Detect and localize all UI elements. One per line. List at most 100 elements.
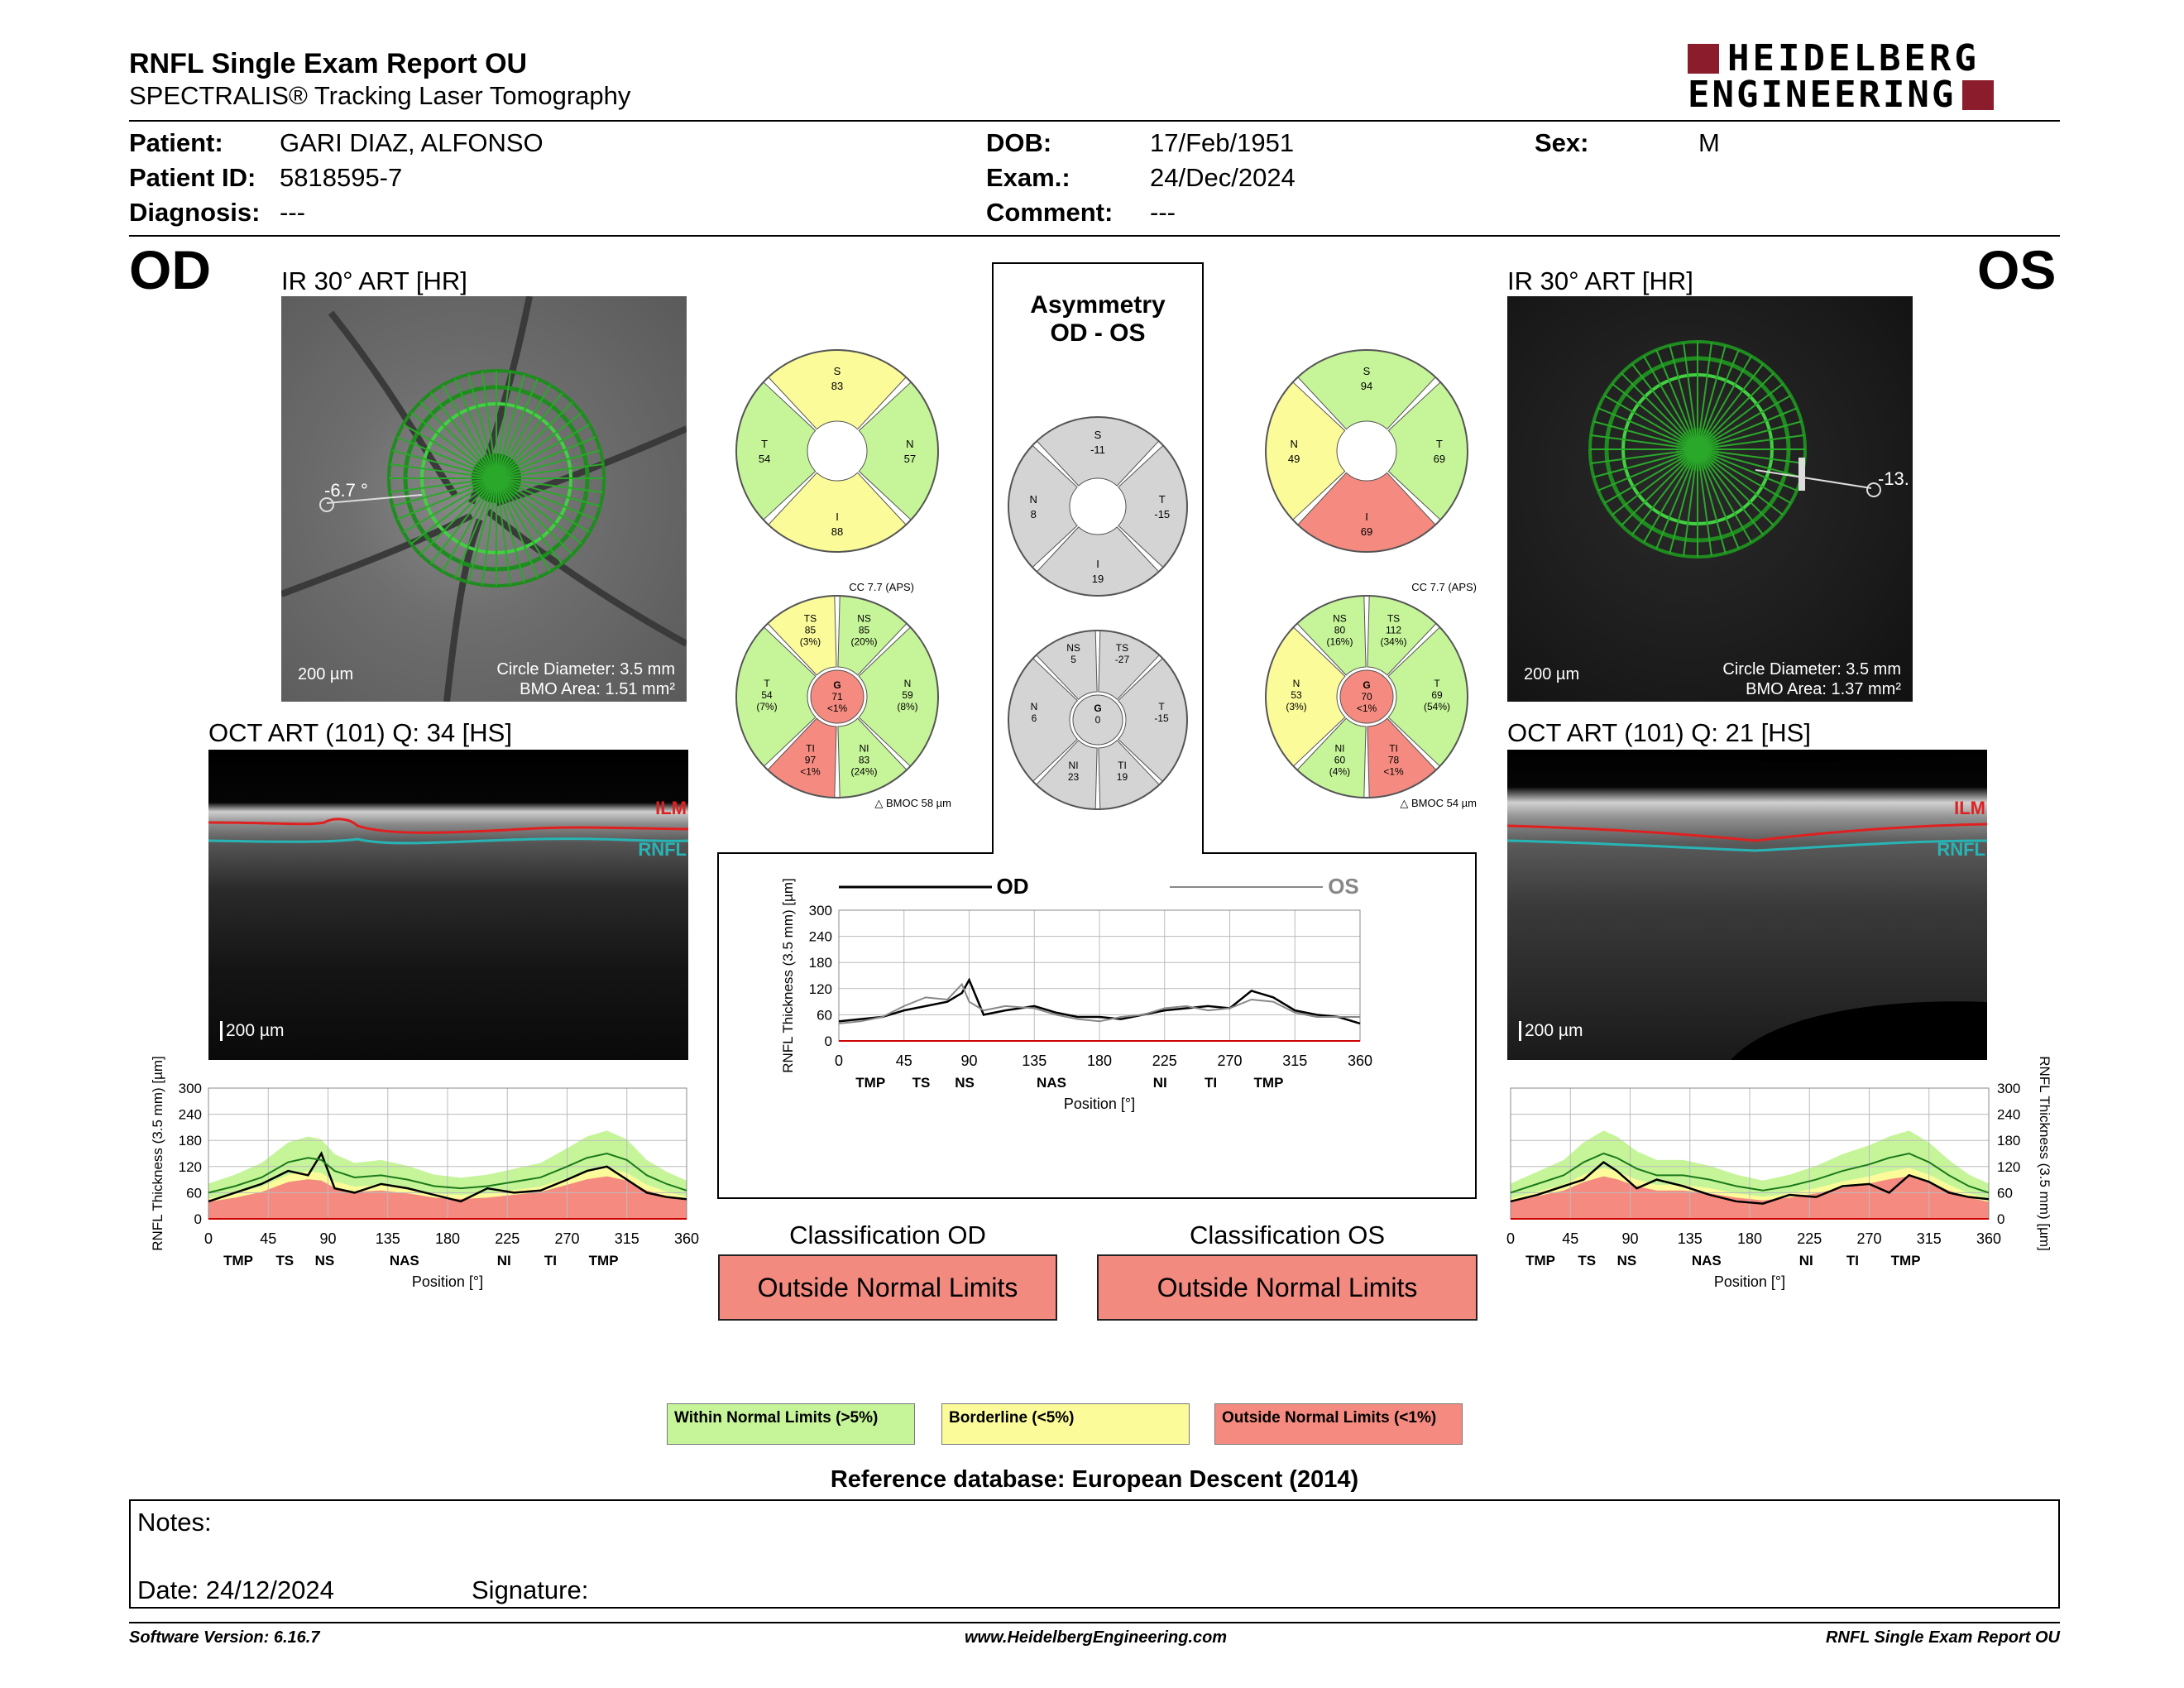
scan-spoke xyxy=(442,384,497,479)
sector-axis-label: TI xyxy=(1846,1253,1859,1268)
scan-spoke xyxy=(1683,448,1698,557)
sector-text: <1% xyxy=(800,766,821,778)
scan-spoke xyxy=(1697,448,1802,478)
sector-axis-label: NI xyxy=(1153,1075,1167,1091)
os-circle-diameter: Circle Diameter: 3.5 mm xyxy=(1722,660,1901,679)
od-cc-label: CC 7.7 (APS) xyxy=(849,581,914,593)
scan-spoke xyxy=(1697,372,1774,450)
sector-axis-label: NS xyxy=(315,1253,335,1268)
scan-spoke xyxy=(496,477,563,564)
sector-text: T xyxy=(1158,701,1165,712)
exam-label: Exam.: xyxy=(986,163,1070,192)
quadrant-label: I xyxy=(1365,511,1368,523)
website-link[interactable]: www.HeidelbergEngineering.com xyxy=(965,1628,1228,1647)
y-tick-label: 60 xyxy=(817,1007,832,1023)
scan-spoke xyxy=(1697,395,1792,450)
sector-global xyxy=(1339,669,1394,724)
x-tick-label: 360 xyxy=(674,1230,699,1247)
patient-id: 5818595-7 xyxy=(280,163,403,192)
scan-spoke xyxy=(1590,448,1698,464)
scan-spoke xyxy=(1697,345,1727,450)
sector-text: 54 xyxy=(761,689,773,701)
sector-text: (54%) xyxy=(1424,701,1450,712)
sector-axis-label: TS xyxy=(275,1253,294,1268)
x-tick-label: 0 xyxy=(835,1053,843,1069)
series-line-normal-mean xyxy=(208,1152,687,1194)
os-scan-circle-overlay xyxy=(1588,340,1881,559)
scan-spoke xyxy=(402,477,497,533)
sector-text: 6 xyxy=(1032,712,1037,724)
x-tick-label: 270 xyxy=(554,1230,579,1247)
scan-spoke xyxy=(496,477,573,555)
sector-text: 83 xyxy=(859,755,870,766)
scan-spoke xyxy=(1697,448,1798,492)
quadrant-label: S xyxy=(1094,429,1102,441)
notes-label: Notes: xyxy=(137,1508,212,1537)
x-tick-label: 90 xyxy=(960,1053,977,1069)
y-tick-label: 60 xyxy=(186,1185,202,1201)
quadrant-label: N xyxy=(1290,438,1297,450)
wheel-outline xyxy=(1008,416,1188,597)
scan-spoke xyxy=(1593,420,1698,450)
sector-text: N xyxy=(1031,701,1038,712)
classification-od-badge: Outside Normal Limits xyxy=(718,1254,1057,1321)
y-axis-label: RNFL Thickness (3.5 mm) [µm] xyxy=(150,1056,165,1251)
wheel-outline xyxy=(1265,349,1468,553)
os-sector-wheel: NS80(16%)TS112(34%)T69(54%)TI78<1%NI60(4… xyxy=(1265,595,1468,798)
quadrant-value: 8 xyxy=(1031,508,1037,520)
logo-line1: HEIDELBERG xyxy=(1727,37,1980,79)
legend-os-text: OS xyxy=(1328,874,1359,899)
series-line-od xyxy=(838,977,1361,1025)
wheel-outline xyxy=(1008,630,1188,810)
sector-axis-label: TMP xyxy=(855,1075,885,1091)
od-bmo-area: BMO Area: 1.51 mm² xyxy=(520,680,675,698)
scan-spoke xyxy=(1631,448,1698,535)
scan-spoke xyxy=(454,477,497,578)
scan-spoke xyxy=(496,424,591,479)
heidelberg-logo: HEIDELBERG ENGINEERING xyxy=(1688,37,1995,116)
scan-spoke xyxy=(1697,448,1792,504)
sector-text: NI xyxy=(1334,743,1344,755)
divider xyxy=(129,235,2060,237)
sector-text: TI xyxy=(1118,760,1127,771)
quadrant-value: 94 xyxy=(1361,380,1372,392)
scan-spoke xyxy=(496,449,601,479)
scan-spoke xyxy=(1697,448,1764,535)
od-fundus-image: -6.7 ° 200 µm Circle Diameter: 3.5 mm BM… xyxy=(281,296,687,702)
asymmetry-subtitle: OD - OS xyxy=(1050,319,1146,347)
sector-text: (4%) xyxy=(1329,766,1350,778)
y-tick-label: 180 xyxy=(1997,1133,2020,1149)
date-label: Date: 24/12/2024 xyxy=(137,1575,334,1604)
sector-text: 53 xyxy=(1291,689,1302,701)
scan-spoke xyxy=(1631,363,1698,450)
y-tick-label: 0 xyxy=(194,1211,202,1227)
scan-spoke xyxy=(1697,448,1784,516)
od-bmoc-label: △ BMOC 58 µm xyxy=(874,797,951,809)
scan-spoke xyxy=(1697,355,1752,450)
legend-od-text: OD xyxy=(997,874,1029,899)
scan-spoke xyxy=(1597,448,1698,492)
scan-spoke xyxy=(430,477,497,564)
scan-spoke xyxy=(1697,448,1774,526)
patient-id-label: Patient ID: xyxy=(129,163,256,192)
sector-axis-label: TMP xyxy=(1891,1253,1921,1268)
sector-global-text: G xyxy=(833,679,841,691)
sector-text: TI xyxy=(806,743,815,755)
x-tick-label: 225 xyxy=(495,1230,520,1247)
logo-line2: ENGINEERING xyxy=(1688,74,1956,116)
scan-spoke xyxy=(419,477,497,555)
quadrant-value: -15 xyxy=(1154,508,1170,520)
x-tick-label: 135 xyxy=(376,1230,400,1247)
od-oct-layers xyxy=(208,818,688,845)
sector-text: -27 xyxy=(1115,654,1130,665)
y-tick-label: 60 xyxy=(1997,1185,2013,1201)
scan-spoke xyxy=(496,463,604,479)
od-scan-circle-overlay xyxy=(281,296,687,702)
od-oct-scale: 200 µm xyxy=(220,1021,284,1041)
scan-spoke xyxy=(392,449,497,479)
sector-text: TI xyxy=(1389,743,1398,755)
scan-spoke xyxy=(1697,434,1805,450)
y-tick-label: 120 xyxy=(179,1159,202,1175)
scan-spoke xyxy=(392,477,497,507)
